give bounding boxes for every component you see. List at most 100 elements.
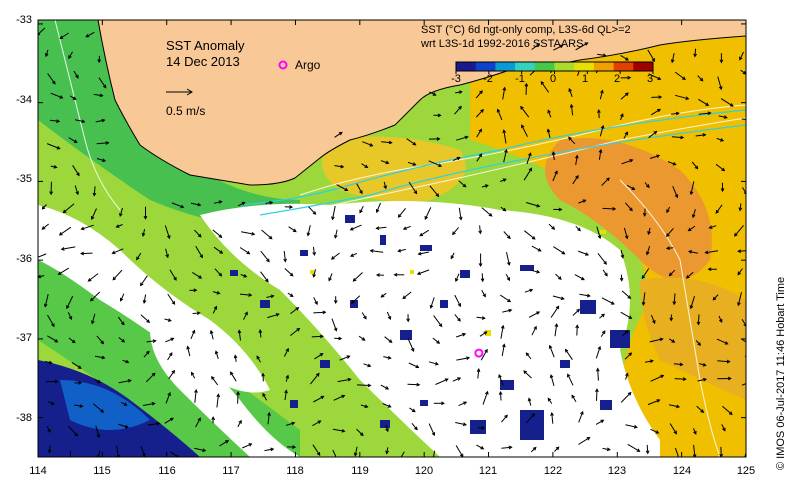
current-vector-head: [557, 276, 562, 280]
current-vector: [140, 314, 150, 323]
current-vector: [642, 292, 646, 305]
current-vector-head: [319, 334, 324, 339]
current-vector-head: [315, 372, 320, 377]
current-vector-head: [52, 80, 56, 85]
map-title: SST Anomaly: [166, 38, 245, 53]
current-vector-head: [419, 232, 424, 237]
current-vector-head: [488, 213, 493, 217]
current-vector-head: [476, 368, 481, 373]
current-vector: [520, 106, 530, 118]
current-vector: [432, 450, 436, 457]
current-vector: [505, 273, 510, 281]
current-vector-head: [121, 338, 126, 343]
current-vector: [187, 346, 191, 357]
current-vector: [572, 309, 580, 316]
current-vector: [313, 297, 318, 305]
current-vector-head: [213, 305, 218, 310]
cool-coastal-band: [38, 20, 300, 230]
current-vector-head: [167, 318, 172, 322]
current-vector-head: [559, 44, 564, 49]
current-vector-head: [167, 391, 171, 396]
current-vector: [621, 290, 631, 299]
current-vector: [119, 207, 123, 217]
current-vector: [623, 131, 628, 139]
current-vector: [351, 295, 361, 304]
current-vector: [213, 246, 223, 254]
current-vector-head: [604, 272, 608, 277]
current-vector: [406, 138, 416, 146]
current-vector: [709, 225, 717, 229]
current-vector-head: [625, 57, 629, 61]
current-vector: [116, 445, 119, 457]
current-vector: [734, 225, 744, 237]
current-vector: [48, 445, 51, 453]
current-vector: [336, 184, 348, 191]
current-vector-head: [85, 34, 90, 38]
current-vector: [717, 76, 722, 90]
current-vector-head: [102, 84, 107, 89]
current-vector-head: [87, 278, 92, 282]
current-vector-head: [737, 302, 741, 307]
current-vector-head: [56, 145, 61, 150]
current-vector-head: [722, 427, 726, 432]
current-vector-head: [456, 156, 461, 161]
current-vector: [475, 90, 483, 99]
current-vector-head: [268, 235, 273, 240]
current-vector: [624, 352, 632, 360]
current-vector-head: [502, 129, 507, 134]
current-vector-head: [127, 379, 132, 383]
current-vector: [553, 246, 565, 255]
current-vector-head: [647, 230, 651, 236]
current-vector: [333, 395, 345, 401]
current-vector: [136, 252, 142, 260]
current-vector-head: [424, 215, 429, 220]
current-vector: [647, 227, 651, 235]
current-vector-head: [266, 258, 270, 263]
current-vector: [284, 268, 294, 277]
current-vector: [386, 311, 391, 320]
current-vector-head: [352, 277, 357, 282]
current-vector: [452, 227, 459, 235]
colorbar-tick-label: 3: [646, 73, 654, 85]
current-vector: [165, 337, 174, 343]
current-vector-head: [397, 248, 402, 253]
current-vector-head: [196, 311, 201, 316]
current-vector-head: [502, 343, 506, 348]
current-vector-head: [508, 308, 513, 313]
current-vector-head: [80, 251, 85, 256]
current-vector-head: [41, 205, 46, 210]
current-vector-head: [237, 329, 242, 334]
current-vector: [525, 413, 535, 424]
current-vector: [602, 269, 608, 277]
colorbar-segment: [495, 62, 516, 71]
current-vector: [500, 391, 502, 401]
current-vector-head: [256, 355, 260, 360]
current-vector-head: [385, 160, 390, 165]
current-vector: [428, 423, 435, 436]
current-vector-head: [726, 359, 731, 364]
current-vector: [171, 202, 184, 208]
current-vector-head: [551, 226, 556, 230]
current-vector-head: [289, 293, 294, 297]
current-vector-head: [458, 216, 463, 221]
current-vector-head: [369, 249, 374, 253]
current-vector-head: [560, 296, 565, 301]
current-vector: [501, 344, 505, 357]
current-vector: [331, 252, 340, 260]
current-vector-head: [737, 249, 742, 253]
current-vector-head: [689, 305, 694, 310]
colorbar-segment: [554, 62, 575, 71]
current-vector-head: [320, 395, 325, 400]
current-vector-head: [699, 77, 704, 82]
current-vector-head: [603, 261, 607, 265]
current-vector-head: [502, 86, 507, 91]
current-vector: [567, 374, 574, 386]
current-vector-head: [275, 313, 280, 317]
lon-tick-label: 122: [543, 465, 563, 477]
current-vector-head: [569, 103, 574, 108]
current-vector: [625, 424, 638, 428]
current-vector-head: [466, 356, 471, 360]
current-vector-head: [367, 383, 372, 388]
lat-tick-label: -34: [16, 94, 32, 106]
current-vector: [720, 98, 734, 107]
